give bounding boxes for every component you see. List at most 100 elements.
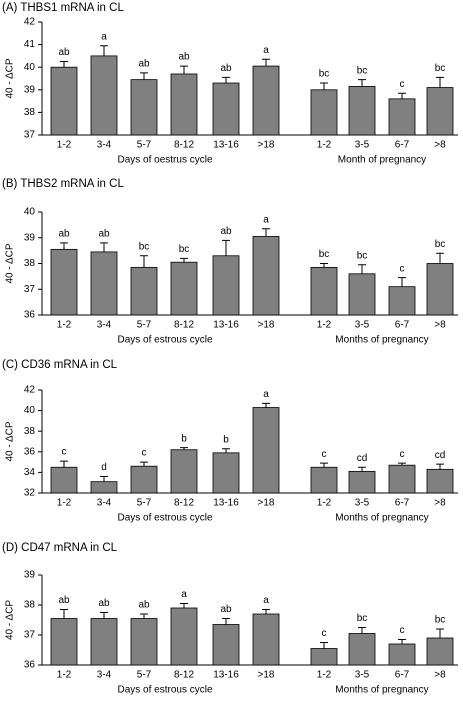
- y-tick-label: 36: [24, 446, 36, 457]
- bar: [90, 251, 118, 316]
- significance-letter: b: [223, 434, 229, 445]
- error-bar: [100, 612, 108, 619]
- significance-letter: bc: [435, 239, 446, 250]
- error-bar: [100, 476, 108, 482]
- x-group-label: Days of estrous cycle: [117, 335, 212, 346]
- x-tick-label: >18: [258, 140, 275, 151]
- x-tick-label: 1-2: [57, 670, 72, 681]
- x-tick-label: 8-12: [174, 670, 194, 681]
- bar: [90, 481, 118, 494]
- bar: [170, 607, 198, 666]
- error-bar: [262, 609, 270, 614]
- error-bar: [100, 242, 108, 252]
- x-tick-label: 1-2: [57, 320, 72, 331]
- x-tick-label: 5-7: [137, 670, 152, 681]
- significance-letter: c: [142, 448, 147, 459]
- y-axis-label: 40 - ΔCP: [5, 58, 16, 98]
- significance-letter: ab: [220, 63, 232, 74]
- bar: [50, 66, 78, 136]
- y-tick-label: 36: [24, 310, 36, 321]
- significance-letter: cd: [357, 453, 368, 464]
- bar: [212, 624, 240, 666]
- x-tick-label: 13-16: [213, 498, 239, 509]
- error-bar: [180, 603, 188, 608]
- significance-letter: bc: [319, 69, 330, 80]
- significance-letter: bc: [139, 241, 150, 252]
- bar: [50, 618, 78, 666]
- error-bar: [262, 58, 270, 67]
- significance-letter: c: [400, 79, 405, 90]
- significance-letter: ab: [138, 600, 150, 611]
- significance-letter: ab: [58, 47, 70, 58]
- bar: [130, 79, 158, 136]
- significance-letter: c: [400, 625, 405, 636]
- x-group-label: Month of pregnancy: [338, 155, 426, 166]
- bar: [90, 618, 118, 666]
- bar: [170, 449, 198, 494]
- error-bar: [358, 79, 366, 87]
- x-tick-label: 3-4: [97, 320, 112, 331]
- x-tick-label: 1-2: [317, 670, 332, 681]
- error-bar: [358, 627, 366, 634]
- y-tick-label: 41: [24, 39, 36, 50]
- error-bar: [222, 618, 230, 625]
- y-tick-label: 38: [24, 426, 36, 437]
- x-tick-label: 6-7: [395, 670, 410, 681]
- panel-title: (B) THBS2 mRNA in CL: [2, 178, 124, 190]
- error-bar: [140, 613, 148, 619]
- bar: [310, 266, 338, 316]
- significance-letter: c: [400, 449, 405, 460]
- x-tick-label: 3-5: [355, 140, 370, 151]
- bar: [212, 255, 240, 316]
- bar: [348, 273, 376, 316]
- y-tick-label: 32: [24, 488, 36, 499]
- y-tick-label: 37: [24, 630, 36, 641]
- error-bar: [262, 228, 270, 237]
- bar: [90, 55, 118, 136]
- significance-letter: bc: [357, 250, 368, 261]
- x-group-label: Days of oestrus cycle: [117, 155, 212, 166]
- bar: [252, 236, 280, 316]
- x-tick-label: 13-16: [213, 670, 239, 681]
- error-bar: [436, 628, 444, 638]
- error-bar: [320, 642, 328, 649]
- significance-letter: bc: [319, 249, 330, 260]
- bar: [170, 73, 198, 136]
- significance-letter: c: [400, 263, 405, 274]
- bar: [388, 464, 416, 494]
- error-bar: [222, 76, 230, 84]
- bar: [170, 261, 198, 316]
- significance-letter: b: [181, 433, 187, 444]
- significance-letter: d: [101, 462, 107, 473]
- bar: [50, 466, 78, 494]
- y-tick-label: 37: [24, 284, 36, 295]
- significance-letter: bc: [357, 65, 368, 76]
- significance-letter: bc: [357, 613, 368, 624]
- significance-letter: bc: [435, 63, 446, 74]
- significance-letter: ab: [58, 595, 70, 606]
- y-axis-label: 40 - ΔCP: [5, 600, 16, 640]
- panel-title: (D) CD47 mRNA in CL: [2, 542, 118, 554]
- bar: [426, 263, 454, 316]
- y-tick-label: 38: [24, 107, 36, 118]
- significance-letter: c: [322, 449, 327, 460]
- significance-letter: a: [263, 214, 269, 225]
- significance-letter: a: [181, 589, 187, 600]
- bar: [426, 468, 454, 494]
- significance-letter: a: [263, 595, 269, 606]
- x-tick-label: 6-7: [395, 498, 410, 509]
- error-bar: [398, 639, 406, 644]
- y-axis-label: 40 - ΔCP: [5, 421, 16, 461]
- bar: [348, 86, 376, 136]
- x-tick-label: 6-7: [395, 140, 410, 151]
- x-tick-label: 1-2: [57, 498, 72, 509]
- x-tick-label: >8: [434, 140, 446, 151]
- panel-title: (C) CD36 mRNA in CL: [2, 359, 118, 371]
- error-bar: [436, 252, 444, 264]
- error-bar: [140, 461, 148, 467]
- error-bar: [180, 65, 188, 74]
- significance-letter: bc: [435, 615, 446, 626]
- bar: [130, 465, 158, 494]
- x-tick-label: >18: [258, 498, 275, 509]
